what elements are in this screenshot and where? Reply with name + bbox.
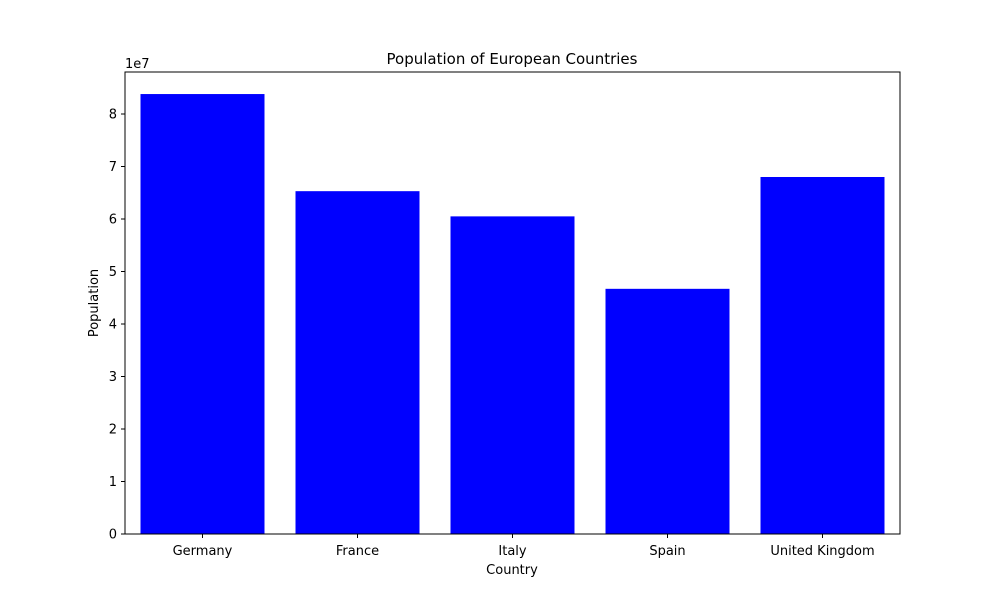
x-tick-label: United Kingdom bbox=[770, 544, 874, 559]
x-tick-label: Germany bbox=[173, 544, 233, 559]
y-tick-label: 5 bbox=[109, 265, 117, 280]
bar-spain bbox=[605, 288, 730, 534]
bar-france bbox=[295, 191, 420, 535]
y-tick-label: 8 bbox=[109, 108, 117, 123]
bars-group bbox=[140, 94, 885, 535]
y-tick-label: 7 bbox=[109, 160, 117, 175]
y-tick-label: 3 bbox=[109, 370, 117, 385]
y-axis-label: Population bbox=[87, 269, 102, 337]
x-axis: Germany France Italy Spain United Kingdom bbox=[173, 534, 875, 559]
x-axis-label: Country bbox=[486, 563, 538, 578]
bar-germany bbox=[140, 94, 265, 535]
x-tick-label: Spain bbox=[649, 544, 685, 559]
y-tick-label: 6 bbox=[109, 213, 117, 228]
chart-title: Population of European Countries bbox=[387, 50, 638, 68]
plot-frame bbox=[124, 71, 901, 535]
x-tick-label: France bbox=[336, 544, 379, 559]
y-tick-label: 2 bbox=[109, 423, 117, 438]
x-tick-label: Italy bbox=[498, 544, 527, 559]
y-tick-label: 1 bbox=[109, 475, 117, 490]
y-axis: 0 1 2 3 4 5 6 7 8 bbox=[109, 108, 125, 543]
y-axis-offset-label: 1e7 bbox=[125, 57, 150, 72]
y-tick-label: 4 bbox=[109, 318, 117, 333]
bar-italy bbox=[450, 216, 575, 534]
y-tick-label: 0 bbox=[109, 528, 117, 543]
bar-united-kingdom bbox=[760, 177, 885, 534]
